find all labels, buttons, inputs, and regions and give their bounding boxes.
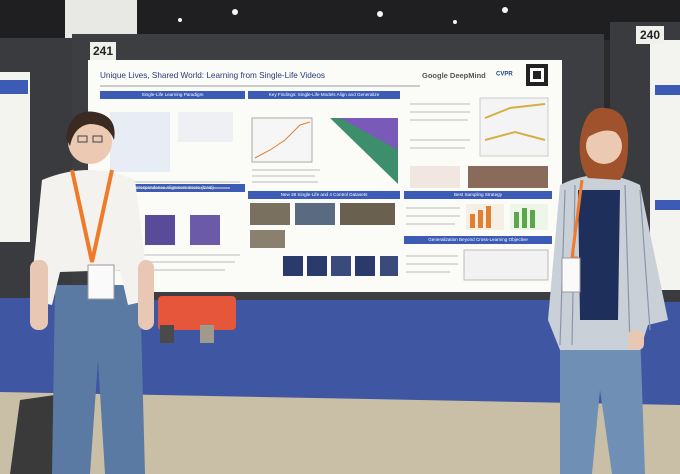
section-title: Key Findings: Single-Life Models Align a… [269, 92, 380, 97]
section-title: Best Sampling Strategy [454, 192, 503, 197]
bag [158, 296, 236, 330]
section-title: New 38 Single-Life and 4 Control Dataset… [281, 192, 369, 197]
poster-logo: Google DeepMind [422, 71, 486, 80]
section-header [404, 191, 552, 199]
board-number: 240 [640, 28, 660, 42]
person-left [10, 111, 154, 474]
pillar [65, 0, 137, 38]
poster-title: Unique Lives, Shared World: Learning fro… [100, 71, 325, 80]
board-number-tag [636, 26, 664, 44]
section-header [248, 91, 400, 99]
conference-logo: CVPR [496, 72, 513, 78]
board-number: 241 [93, 44, 113, 58]
person-right [548, 107, 668, 474]
section-header [404, 236, 552, 244]
board-number-tag [90, 42, 116, 60]
poster-figures [110, 97, 549, 281]
ceiling-lights [178, 7, 508, 24]
section-header [100, 91, 245, 99]
section-title: Single-Life Learning Paradigm [142, 92, 204, 97]
left-poster [0, 72, 30, 242]
section-header [248, 191, 400, 199]
right-poster [650, 40, 680, 290]
section-title: Generalization Beyond Cross-Learning Obj… [428, 237, 528, 242]
